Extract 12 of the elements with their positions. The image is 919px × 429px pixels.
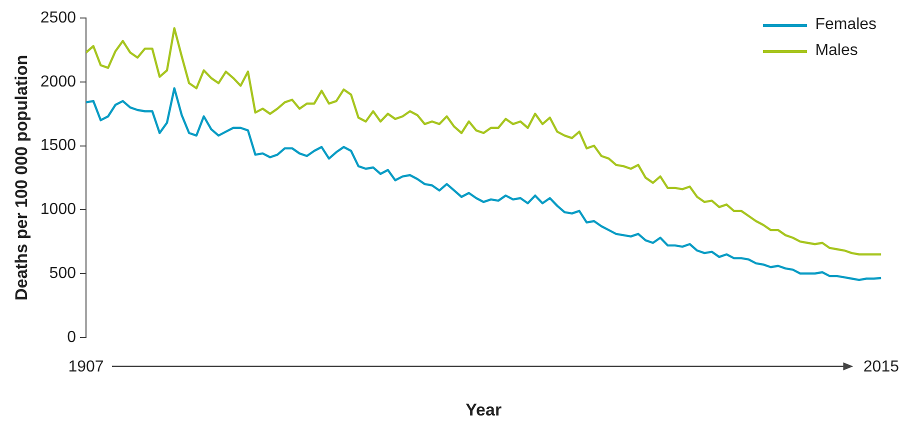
x-axis-title: Year (466, 400, 502, 420)
y-tick-label: 1500 (40, 137, 76, 154)
legend-label: Females (815, 16, 877, 34)
x-tick-label: 2015 (863, 358, 900, 376)
y-axis-title: Deaths per 100 000 population (12, 54, 31, 301)
y-tick-label: 2500 (40, 9, 76, 26)
y-tick-label: 2000 (40, 73, 76, 90)
legend-label: Males (815, 42, 858, 60)
x-tick-label: 1907 (68, 358, 104, 376)
y-tick-label: 1000 (40, 201, 76, 218)
y-tick-label: 0 (67, 328, 76, 346)
y-tick-label: 500 (49, 264, 76, 282)
